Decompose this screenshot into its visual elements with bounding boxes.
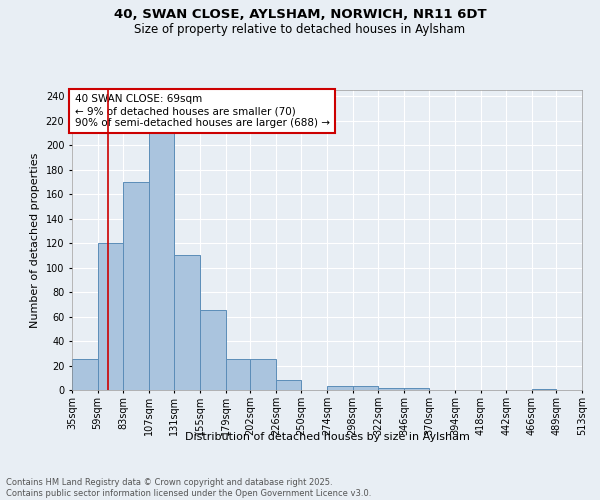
Bar	[200, 310, 226, 390]
Bar	[276, 380, 301, 390]
Bar	[149, 120, 175, 390]
Bar	[378, 388, 404, 390]
Bar	[404, 388, 430, 390]
Bar	[250, 360, 276, 390]
Text: Size of property relative to detached houses in Aylsham: Size of property relative to detached ho…	[134, 22, 466, 36]
Text: 40, SWAN CLOSE, AYLSHAM, NORWICH, NR11 6DT: 40, SWAN CLOSE, AYLSHAM, NORWICH, NR11 6…	[113, 8, 487, 20]
Text: 40 SWAN CLOSE: 69sqm
← 9% of detached houses are smaller (70)
90% of semi-detach: 40 SWAN CLOSE: 69sqm ← 9% of detached ho…	[74, 94, 329, 128]
Bar	[327, 386, 353, 390]
Bar	[98, 243, 123, 390]
Text: Distribution of detached houses by size in Aylsham: Distribution of detached houses by size …	[185, 432, 469, 442]
Bar	[175, 256, 200, 390]
Bar	[72, 360, 98, 390]
Bar	[532, 389, 556, 390]
Text: Contains HM Land Registry data © Crown copyright and database right 2025.
Contai: Contains HM Land Registry data © Crown c…	[6, 478, 371, 498]
Bar	[353, 386, 378, 390]
Bar	[226, 360, 250, 390]
Y-axis label: Number of detached properties: Number of detached properties	[30, 152, 40, 328]
Bar	[123, 182, 149, 390]
